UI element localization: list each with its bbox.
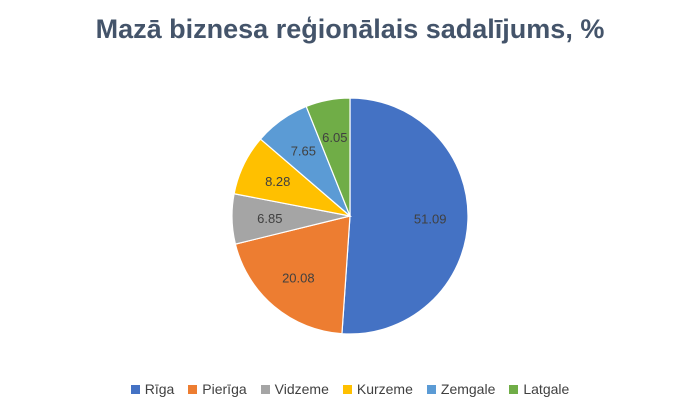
pie-slices bbox=[231, 97, 469, 335]
legend-item-latgale: Latgale bbox=[509, 381, 569, 397]
legend-swatch bbox=[260, 384, 270, 394]
legend-label: Latgale bbox=[523, 381, 570, 397]
data-label-zemgale: 7.65 bbox=[291, 144, 316, 159]
legend-label: Vidzeme bbox=[274, 381, 329, 397]
data-label-latgale: 6.05 bbox=[322, 130, 347, 145]
legend-label: Rīga bbox=[144, 381, 175, 397]
legend-label: Kurzeme bbox=[356, 381, 413, 397]
chart-legend: Rīga Pierīga Vidzeme Kurzeme Zemgale Latgale bbox=[0, 381, 700, 397]
pie-data-labels: 51.09 20.08 6.85 8.287.65 6.05 bbox=[257, 130, 446, 285]
pie-slice-riga bbox=[341, 97, 469, 335]
data-label-kurzeme: 8.28 bbox=[265, 174, 290, 189]
pie-slice-pieriga bbox=[234, 215, 351, 335]
legend-item-pieriga: Pierīga bbox=[188, 381, 247, 397]
legend-label: Pierīga bbox=[202, 381, 247, 397]
legend-swatch bbox=[130, 384, 140, 394]
data-label-riga: 51.09 bbox=[414, 212, 447, 227]
legend-swatch bbox=[426, 384, 436, 394]
legend-item-riga: Rīga bbox=[130, 381, 175, 397]
legend-swatch bbox=[342, 384, 352, 394]
data-label-pieriga: 20.08 bbox=[282, 270, 315, 285]
legend-item-kurzeme: Kurzeme bbox=[342, 381, 413, 397]
pie-slice-latgale bbox=[305, 97, 351, 217]
chart-title: Mazā biznesa reģionālais sadalījums, % bbox=[95, 14, 605, 44]
legend-swatch bbox=[188, 384, 198, 394]
legend-item-vidzeme: Vidzeme bbox=[260, 381, 329, 397]
legend-label: Zemgale bbox=[440, 381, 496, 397]
legend-swatch bbox=[509, 384, 519, 394]
legend-item-zemgale: Zemgale bbox=[426, 381, 496, 397]
data-label-vidzeme: 6.85 bbox=[257, 211, 282, 226]
